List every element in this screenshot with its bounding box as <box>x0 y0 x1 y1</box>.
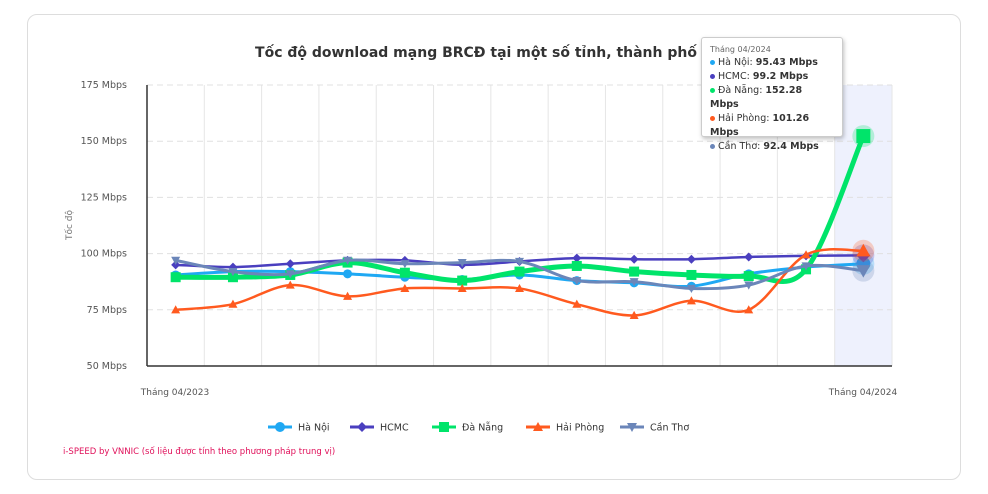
legend-item-Cần Thơ[interactable]: Cần Thơ <box>620 423 689 434</box>
legend-marker[interactable] <box>439 422 449 432</box>
data-point[interactable] <box>572 253 582 263</box>
y-tick-label: 150 Mbps <box>81 136 127 147</box>
tooltip-series-name: Đà Nẵng <box>718 85 760 96</box>
legend-label: HCMC <box>380 423 409 434</box>
y-tick-label: 175 Mbps <box>81 80 127 91</box>
tooltip-row: Đà Nẵng: 152.28 Mbps <box>710 85 803 110</box>
tooltip-series-name: Cần Thơ <box>718 141 758 152</box>
data-point[interactable] <box>743 271 754 282</box>
legend-marker[interactable] <box>533 422 543 431</box>
series-dot-icon <box>710 74 715 79</box>
series-Hải Phòng <box>171 239 875 320</box>
data-point[interactable] <box>514 266 525 277</box>
data-point[interactable] <box>285 270 295 279</box>
data-point[interactable] <box>686 284 696 293</box>
legend-marker[interactable] <box>627 423 637 432</box>
legend-label: Cần Thơ <box>650 423 689 434</box>
data-point[interactable] <box>228 267 238 277</box>
data-point[interactable] <box>227 272 238 283</box>
data-point[interactable] <box>343 269 353 279</box>
tooltip: Tháng 04/2024 Hà Nội: 95.43 Mbps HCMC: 99… <box>701 37 843 152</box>
tooltip-series-name: HCMC <box>718 71 747 82</box>
data-point[interactable] <box>744 281 754 290</box>
legend-label: Hà Nội <box>298 423 330 434</box>
data-point[interactable] <box>629 310 639 320</box>
y-tick-label: 125 Mbps <box>81 192 127 203</box>
legend-item-Hà Nội[interactable]: Hà Nội <box>268 422 330 434</box>
data-point[interactable] <box>572 276 582 286</box>
data-point[interactable] <box>571 260 582 271</box>
tooltip-value: 101.26 Mbps <box>710 113 810 138</box>
legend-marker[interactable] <box>357 422 367 432</box>
data-point[interactable] <box>285 259 295 269</box>
y-axis-label: Tốc độ <box>64 209 75 241</box>
data-point[interactable] <box>343 256 353 265</box>
series-dot-icon <box>710 144 715 149</box>
data-point[interactable] <box>228 299 238 308</box>
y-tick-label: 100 Mbps <box>81 249 127 260</box>
data-point[interactable] <box>686 296 696 305</box>
tooltip-row: Cần Thơ: 92.4 Mbps <box>710 140 834 154</box>
tooltip-row: HCMC: 99.2 Mbps <box>710 70 834 84</box>
tooltip-series-name: Hải Phòng <box>718 113 767 124</box>
legend-label: Hải Phòng <box>556 423 604 434</box>
legend-marker[interactable] <box>275 422 285 432</box>
series-dot-icon <box>710 60 715 65</box>
tooltip-value: 99.2 Mbps <box>752 71 809 82</box>
data-point[interactable] <box>856 265 871 278</box>
data-point[interactable] <box>856 243 871 257</box>
data-point[interactable] <box>343 291 353 300</box>
tooltip-value: 92.4 Mbps <box>763 141 819 152</box>
data-point[interactable] <box>629 266 640 277</box>
x-tick-label: Tháng 04/2023 <box>140 388 209 398</box>
data-point[interactable] <box>801 262 811 271</box>
tooltip-row: Hà Nội: 95.43 Mbps <box>710 56 834 70</box>
legend-item-HCMC[interactable]: HCMC <box>350 422 409 434</box>
data-point[interactable] <box>400 283 410 293</box>
x-tick-label: Tháng 04/2024 <box>828 388 898 398</box>
legend-item-Đà Nẵng[interactable]: Đà Nẵng <box>432 422 503 434</box>
chart-title: Tốc độ download mạng BRCĐ tại một số tỉn… <box>255 44 697 61</box>
data-point[interactable] <box>457 275 468 286</box>
data-point[interactable] <box>629 278 639 287</box>
data-point[interactable] <box>629 254 639 264</box>
data-point[interactable] <box>171 256 181 265</box>
data-point[interactable] <box>686 269 697 280</box>
data-point[interactable] <box>171 305 181 314</box>
data-point[interactable] <box>515 257 524 266</box>
data-point[interactable] <box>170 272 181 283</box>
data-point[interactable] <box>856 129 871 144</box>
tooltip-series-name: Hà Nội <box>718 57 750 68</box>
data-point[interactable] <box>515 283 524 293</box>
data-point[interactable] <box>686 254 696 264</box>
series-dot-icon <box>710 88 715 93</box>
tooltip-header: Tháng 04/2024 <box>710 45 771 54</box>
series-Cần Thơ <box>171 256 875 293</box>
data-point[interactable] <box>400 260 410 269</box>
chart-card <box>27 14 961 480</box>
source-note: i-SPEED by VNNIC (số liệu được tính theo… <box>63 447 336 457</box>
data-point[interactable] <box>399 267 410 278</box>
tooltip-row: Hải Phòng: 101.26 Mbps <box>710 113 810 138</box>
data-point[interactable] <box>744 252 754 262</box>
data-point[interactable] <box>801 250 811 259</box>
series-dot-icon <box>710 116 715 121</box>
data-point[interactable] <box>744 305 754 314</box>
legend-label: Đà Nẵng <box>462 423 503 434</box>
data-point[interactable] <box>572 299 582 308</box>
data-point[interactable] <box>285 280 295 289</box>
data-point[interactable] <box>457 258 467 268</box>
tooltip-value: 95.43 Mbps <box>755 57 818 68</box>
legend-item-Hải Phòng[interactable]: Hải Phòng <box>526 422 604 434</box>
y-tick-label: 75 Mbps <box>87 305 127 316</box>
y-tick-label: 50 Mbps <box>87 361 127 372</box>
data-point[interactable] <box>457 283 467 293</box>
tooltip-value: 152.28 Mbps <box>710 85 803 110</box>
